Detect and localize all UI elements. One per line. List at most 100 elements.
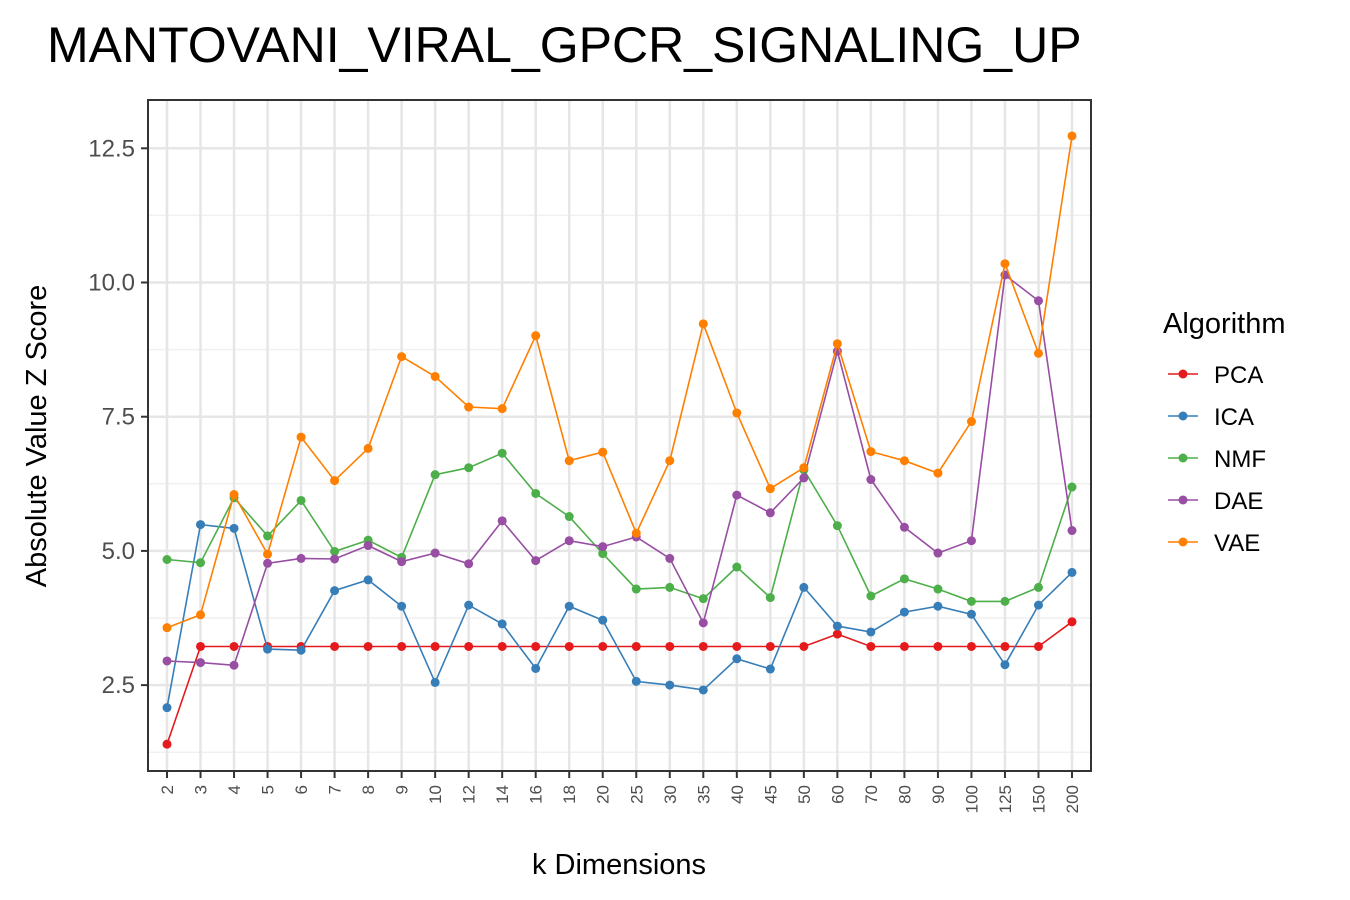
data-point-vae (966, 417, 976, 427)
data-point-ica (497, 619, 507, 629)
data-point-vae (598, 447, 608, 457)
x-tick-label: 7 (326, 785, 345, 794)
data-point-vae (832, 339, 842, 349)
x-tick-label: 150 (1029, 785, 1048, 813)
x-tick-label: 20 (594, 785, 613, 804)
x-tick-label: 2 (158, 785, 177, 794)
data-point-nmf (497, 448, 507, 458)
data-point-dae (196, 658, 206, 668)
data-point-pca (330, 641, 340, 651)
x-tick-label: 35 (694, 785, 713, 804)
y-tick-label: 12.5 (88, 135, 135, 162)
data-point-ica (531, 663, 541, 673)
legend-label: VAE (1214, 530, 1260, 557)
series-line-pca (166, 621, 1073, 745)
data-point-dae (799, 473, 809, 483)
chart-title: MANTOVANI_VIRAL_GPCR_SIGNALING_UP (47, 17, 1082, 73)
data-point-nmf (665, 582, 675, 592)
legend-label: PCA (1214, 362, 1263, 389)
data-point-nmf (296, 495, 306, 505)
data-point-dae (698, 618, 708, 628)
data-point-nmf (933, 584, 943, 594)
data-point-nmf (162, 555, 172, 565)
data-point-dae (430, 548, 440, 558)
series-pca (162, 617, 1077, 749)
data-point-ica (899, 607, 909, 617)
data-point-ica (430, 677, 440, 687)
data-point-ica (765, 664, 775, 674)
legend-item-dae: DAE (1168, 488, 1263, 515)
data-point-dae (229, 660, 239, 670)
data-point-vae (899, 456, 909, 466)
data-point-dae (397, 557, 407, 567)
x-tick-label: 200 (1063, 785, 1082, 813)
data-point-pca (598, 641, 608, 651)
x-tick-label: 80 (895, 785, 914, 804)
data-point-ica (1033, 600, 1043, 610)
data-point-pca (229, 641, 239, 651)
x-tick-label: 40 (728, 785, 747, 804)
data-point-pca (162, 739, 172, 749)
data-point-dae (1067, 526, 1077, 536)
data-point-nmf (330, 546, 340, 556)
y-tick-label: 2.5 (102, 672, 135, 699)
data-point-pca (698, 641, 708, 651)
data-point-vae (196, 610, 206, 620)
data-point-vae (631, 528, 641, 538)
x-tick-label: 10 (426, 785, 445, 804)
data-point-nmf (1067, 482, 1077, 492)
data-point-nmf (464, 463, 474, 473)
legend-title: Algorithm (1163, 308, 1286, 340)
x-tick-label: 16 (527, 785, 546, 804)
data-point-nmf (1000, 596, 1010, 606)
data-point-pca (966, 641, 976, 651)
data-point-dae (263, 558, 273, 568)
data-point-dae (765, 508, 775, 518)
data-point-ica (1067, 567, 1077, 577)
data-point-dae (732, 490, 742, 500)
y-tick-label: 5.0 (102, 538, 135, 565)
data-point-dae (866, 475, 876, 485)
x-tick-label: 90 (929, 785, 948, 804)
legend-key-point (1178, 369, 1188, 379)
data-point-ica (598, 615, 608, 625)
y-tick-label: 10.0 (88, 270, 135, 297)
data-point-dae (899, 522, 909, 532)
data-point-dae (296, 553, 306, 563)
data-point-nmf (765, 593, 775, 603)
data-point-pca (665, 641, 675, 651)
x-tick-label: 9 (393, 785, 412, 794)
data-point-pca (1033, 641, 1043, 651)
data-point-pca (933, 641, 943, 651)
data-point-vae (1000, 259, 1010, 269)
legend: Algorithm PCA ICA NMF DAE VAE (1163, 308, 1286, 557)
series-vae (162, 131, 1077, 633)
data-point-nmf (531, 488, 541, 498)
data-point-ica (1000, 660, 1010, 670)
data-point-dae (497, 516, 507, 526)
data-point-ica (564, 601, 574, 611)
x-tick-label: 6 (292, 785, 311, 794)
y-axis: 2.5 5.0 7.5 10.0 12.5 (88, 135, 148, 699)
data-point-ica (698, 685, 708, 695)
data-point-dae (598, 542, 608, 552)
data-point-pca (531, 641, 541, 651)
legend-item-nmf: NMF (1168, 446, 1266, 473)
data-point-dae (162, 656, 172, 666)
series-line-ica (166, 523, 1073, 708)
legend-item-pca: PCA (1168, 362, 1263, 389)
data-point-nmf (1033, 582, 1043, 592)
data-point-nmf (196, 558, 206, 568)
data-point-vae (866, 447, 876, 457)
y-axis-title: Absolute Value Z Score (21, 285, 53, 588)
data-point-ica (263, 644, 273, 654)
data-point-ica (866, 627, 876, 637)
data-point-nmf (598, 549, 608, 559)
x-tick-label: 25 (627, 785, 646, 804)
series-ica (162, 520, 1077, 713)
data-point-vae (363, 443, 373, 453)
data-point-nmf (564, 512, 574, 522)
series-line-dae (166, 273, 1073, 667)
data-point-ica (162, 703, 172, 713)
